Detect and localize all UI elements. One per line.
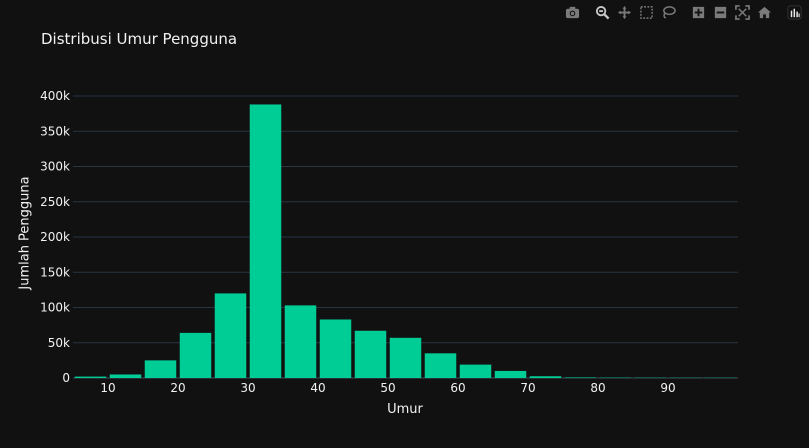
reset-axes-icon[interactable] [753,3,775,21]
x-tick-label: 90 [660,381,675,395]
bars [74,104,737,379]
x-tick-labels: 10 20 30 40 50 60 70 80 90 [100,381,675,395]
y-tick-label: 150k [40,265,70,279]
chart-title: Distribusi Umur Pengguna [41,30,238,48]
autoscale-icon[interactable] [731,3,753,21]
lasso-select-icon[interactable] [657,3,679,21]
histogram-bar[interactable] [214,293,247,378]
histogram-bar[interactable] [424,353,457,378]
plotly-logo-icon[interactable] [783,3,805,21]
x-tick-label: 40 [310,381,325,395]
histogram-bar[interactable] [459,364,492,378]
histogram-bar[interactable] [74,376,107,378]
histogram-bar[interactable] [179,332,212,378]
histogram-bar[interactable] [109,374,142,378]
histogram-bar[interactable] [319,319,352,378]
y-tick-label: 300k [40,160,70,174]
histogram-bar[interactable] [494,370,527,378]
camera-icon[interactable] [561,3,583,21]
y-tick-label: 50k [48,336,70,350]
histogram-bar[interactable] [144,360,177,378]
zoom-in-icon[interactable] [687,3,709,21]
x-tick-label: 70 [520,381,535,395]
grid-lines [73,95,738,379]
y-tick-label: 400k [40,89,70,103]
zoom-out-icon[interactable] [709,3,731,21]
y-tick-label: 250k [40,195,70,209]
y-tick-label: 100k [40,301,70,315]
x-axis-title: Umur [387,402,423,417]
box-select-icon[interactable] [635,3,657,21]
x-tick-label: 60 [450,381,465,395]
x-tick-label: 30 [240,381,255,395]
modebar [561,3,805,21]
histogram-bar[interactable] [284,305,317,378]
histogram-bar[interactable] [564,377,597,378]
histogram-bar[interactable] [529,376,562,378]
zoom-icon[interactable] [591,3,613,21]
x-tick-label: 50 [380,381,395,395]
y-tick-labels: 0 50k 100k 150k 200k 250k 300k 350k 400k [40,89,70,385]
y-tick-label: 0 [62,371,70,385]
x-tick-label: 10 [100,381,115,395]
pan-icon[interactable] [613,3,635,21]
y-tick-label: 200k [40,230,70,244]
histogram-bar[interactable] [389,337,422,378]
x-tick-label: 20 [170,381,185,395]
x-tick-label: 80 [590,381,605,395]
y-tick-label: 350k [40,124,70,138]
histogram-bar[interactable] [249,104,282,379]
histogram-bar[interactable] [354,330,387,378]
